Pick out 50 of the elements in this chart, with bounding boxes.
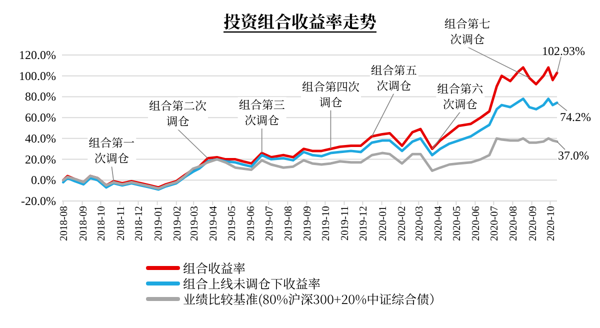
chart-title: 投资组合收益率走势 <box>224 8 376 33</box>
annotation: 组合第六次调仓 <box>437 80 484 112</box>
data-label: 37.0% <box>558 148 589 163</box>
legend-label: 业绩比较基准(80%沪深300+20%中证综合债） <box>183 290 442 308</box>
x-tick-label: 2020-09 <box>528 206 539 241</box>
x-tick-label: 2019-08 <box>284 206 295 241</box>
x-tick-label: 2019-11 <box>340 206 352 241</box>
legend-label: 组合上线未调仓下收益率 <box>183 274 321 292</box>
y-tick-label: -20.0% <box>21 194 56 208</box>
x-tick-label: 2019-05 <box>227 206 238 241</box>
annotation: 组合第四次调仓 <box>302 78 360 110</box>
x-tick-label: 2020-08 <box>508 206 520 241</box>
x-tick-label: 2018-10 <box>96 206 108 241</box>
annotation: 组合第一次调仓 <box>88 135 136 167</box>
x-tick-label: 2020-07 <box>490 206 501 241</box>
x-tick-label: 2020-02 <box>396 206 408 241</box>
y-tick-label: 80.0% <box>25 90 56 104</box>
y-tick-label: 120.0% <box>19 48 56 62</box>
x-tick-label: 2018-11 <box>116 206 127 241</box>
line-series <box>62 137 558 190</box>
x-tick-label: 2020-04 <box>434 205 445 241</box>
annotation: 组合第二次调仓 <box>148 98 207 130</box>
annotation: 组合第三次调仓 <box>238 97 286 129</box>
y-tick-label: 60.0% <box>25 110 56 125</box>
annotation: 组合第七次调仓 <box>444 16 491 48</box>
x-tick-label: 2020-03 <box>414 206 426 241</box>
x-tick-label: 2019-07 <box>264 206 276 241</box>
x-tick-label: 2019-02 <box>172 206 184 241</box>
x-tick-label: 2019-04 <box>208 205 220 241</box>
x-tick-label: 2019-03 <box>190 206 201 241</box>
y-tick-label: 0.0% <box>31 173 56 188</box>
x-tick-label: 2019-01 <box>153 206 164 241</box>
y-tick-label: 20.0% <box>25 152 56 166</box>
y-tick-label: 100.0% <box>19 68 56 83</box>
x-tick-label: 2019-10 <box>321 206 332 241</box>
x-tick-label: 2020-10 <box>546 206 558 241</box>
legend-label: 组合收益率 <box>183 259 246 277</box>
x-tick-label: 2018-08 <box>59 206 70 241</box>
data-label: 102.93% <box>542 44 585 58</box>
x-tick-label: 2020-06 <box>471 206 482 241</box>
x-tick-label: 2019-06 <box>246 206 258 241</box>
x-tick-label: 2019-12 <box>358 206 370 241</box>
x-tick-label: 2020-05 <box>452 206 464 241</box>
x-tick-label: 2019-09 <box>302 206 314 241</box>
data-label: 74.2% <box>560 110 591 124</box>
x-tick-label: 2018-12 <box>134 206 146 241</box>
annotation: 组合第五次调仓 <box>370 62 418 94</box>
y-tick-label: 40.0% <box>25 131 56 146</box>
x-tick-label: 2018-09 <box>78 206 90 241</box>
x-tick-label: 2020-01 <box>378 206 389 241</box>
